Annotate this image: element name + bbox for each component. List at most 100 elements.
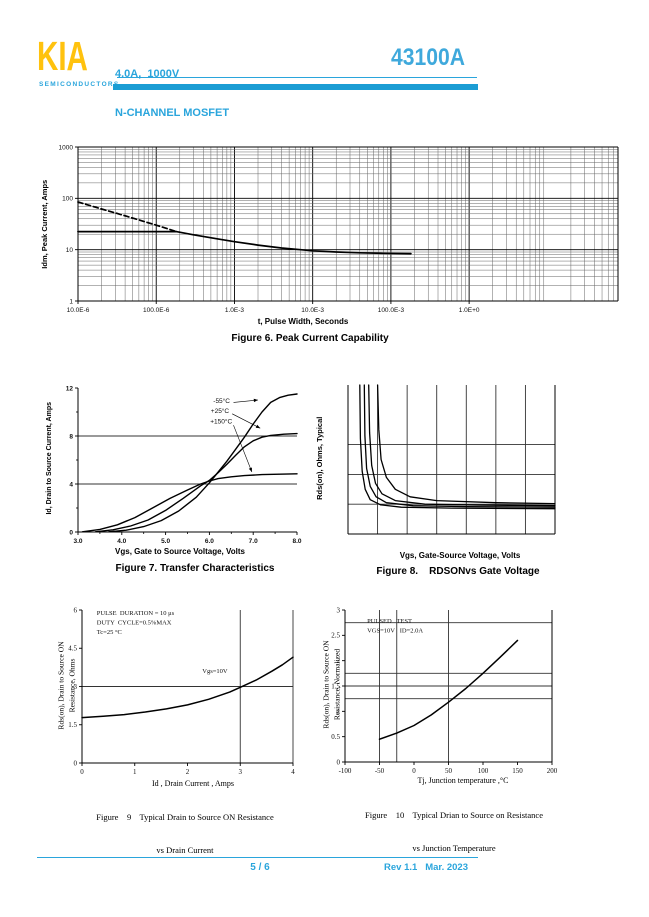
figure9-caption-line1: Figure 9 Typical Drain to Source ON Resi… <box>96 812 274 822</box>
y-tick-label: 1.5 <box>331 682 340 690</box>
y-tick-label: 1000 <box>59 144 74 151</box>
arrowhead-icon <box>248 467 252 472</box>
y-tick-label: 10 <box>66 247 74 254</box>
y-tick-label: 1 <box>69 298 73 305</box>
annotation-arrow-line <box>232 413 261 429</box>
figure10-rdson-vs-temperature-chart: -100 -50 0 50 100 150 200 0 0.5 1 1.5 2 2.5 3 PULSED T… <box>331 606 558 775</box>
figure7-y-axis-label: Id, Drain to Source Current, Amps <box>45 401 53 515</box>
x-tick-label: 10.0E-6 <box>67 307 90 314</box>
x-tick-label: 1 <box>133 768 137 776</box>
x-tick-label: 3.0 <box>73 538 82 545</box>
y-tick-label: 1 <box>337 708 341 716</box>
chart-annotation: +150°C <box>210 417 232 425</box>
y-tick-label: 8 <box>69 433 73 440</box>
part-number: 43100A <box>391 44 465 71</box>
figure8-y-axis-label: Rds(on), Ohms, Typical <box>314 416 324 500</box>
y-tick-label: 3 <box>337 606 341 614</box>
series-rdson-vs-drain-current <box>81 656 294 719</box>
chart-annotation: PULSED TEST <box>367 618 412 625</box>
part-rating-line: 4.0A, 1000V <box>115 68 180 80</box>
x-tick-label: 6.0 <box>205 538 214 545</box>
header-rule-thin <box>117 77 477 78</box>
figure8-rdson-vs-gate-voltage-chart <box>347 384 556 535</box>
arrowhead-icon <box>255 424 261 429</box>
chart-annotation: VGS=10V ID=2.0A <box>367 627 423 634</box>
series-plus-25C <box>94 432 298 533</box>
y-tick-label: 4 <box>69 481 73 488</box>
y-tick-label: 0 <box>69 529 73 536</box>
series-minus-55C <box>108 393 298 533</box>
chart-annotation: +25°C <box>211 407 230 415</box>
figure6-caption: Figure 6. Peak Current Capability <box>231 333 389 344</box>
x-tick-label: -50 <box>375 767 385 775</box>
y-tick-label: 100 <box>62 196 73 203</box>
annotation-arrow-line <box>233 425 253 473</box>
series-peak-current <box>175 230 412 255</box>
y-tick-label: 12 <box>66 385 74 392</box>
figure9-caption-line2: vs Drain Current <box>156 845 214 855</box>
x-tick-label: 100.0E-6 <box>143 307 170 314</box>
x-tick-label: 5.0 <box>161 538 170 545</box>
figure7-transfer-characteristics-chart: 3.0 4.0 5.0 6.0 7.0 8.0 0 4 8 12 -55°C +25°C +150°C <box>66 385 302 545</box>
x-tick-label: 1.0E+0 <box>459 307 480 314</box>
brand-logo: KIA <box>37 33 88 79</box>
figure10-caption-line1: Figure 10 Typical Drian to Source on Res… <box>365 810 543 820</box>
series-rdson-curve-3 <box>368 384 556 507</box>
figure6-peak-current-chart: 10.0E-6 100.0E-6 1.0E-3 10.0E-3 100.0E-3 1.0E… <box>59 144 619 314</box>
x-tick-label: 0 <box>412 767 416 775</box>
series-rdson-curve-1 <box>359 384 556 510</box>
figure6-x-axis-label: t, Pulse Width, Seconds <box>257 317 349 326</box>
y-tick-label: 2 <box>337 657 341 665</box>
footer-rule <box>37 857 478 858</box>
y-tick-label: 4.5 <box>68 645 77 653</box>
revision-date: Rev 1.1 Mar. 2023 <box>384 862 468 873</box>
x-tick-label: 150 <box>512 767 523 775</box>
y-tick-label: 0.5 <box>331 733 340 741</box>
page-number: 5 / 6 <box>250 862 270 873</box>
brand-tagline: SEMICONDUCTORS <box>39 81 120 88</box>
figure10-x-axis-label: Tj, Junction temperature ,°C <box>417 776 509 785</box>
figure8-x-axis-label: Vgs, Gate-Source Voltage, Volts <box>399 551 521 560</box>
header-rule-thick <box>113 84 478 90</box>
x-tick-label: 0 <box>80 768 84 776</box>
chart-annotation: PULSE DURATION = 10 μs <box>97 610 175 617</box>
figure9-rdson-vs-drain-current-chart: 0 1 2 3 4 0 1.5 3 4.5 6 PULSE DURATION = 10 μs DUTY… <box>68 606 295 776</box>
x-tick-label: 100.0E-3 <box>378 307 405 314</box>
x-tick-label: 4.0 <box>117 538 126 545</box>
x-tick-label: 1.0E-3 <box>225 307 245 314</box>
figure6-y-axis-label: Idm, Peak Current, Amps <box>39 179 49 269</box>
x-tick-label: 7.0 <box>249 538 258 545</box>
series-single-pulse-dashed <box>77 201 178 233</box>
figure9-y-axis-label: Rds(on), Drain to Source ON Resistance, … <box>57 606 78 766</box>
x-tick-label: 10.0E-3 <box>301 307 324 314</box>
chart-annotation: Vgs=10V <box>202 668 228 675</box>
figure8-caption: Figure 8. RDSONvs Gate Voltage <box>376 566 540 577</box>
figure10-y-axis-label-line1: Rds(on), Drain to Source ON <box>321 640 331 729</box>
x-tick-label: 4 <box>291 768 295 776</box>
x-tick-label: 8.0 <box>292 538 301 545</box>
figure9-caption: Figure 9 Typical Drain to Source ON Resi… <box>0 790 370 878</box>
series-rdson-vs-junction-temp <box>378 639 519 740</box>
series-plus-150C <box>81 473 298 533</box>
figure9-x-axis-label: Id , Drain Current , Amps <box>152 779 234 788</box>
x-tick-label: 2 <box>186 768 190 776</box>
arrowhead-icon <box>253 398 259 403</box>
y-tick-label: 3 <box>74 683 78 691</box>
x-tick-label: 100 <box>478 767 489 775</box>
series-rdson-curve-2 <box>363 384 556 508</box>
figure9-y-axis-label-line2: Resistance, Ohms <box>67 658 76 713</box>
part-type-line: N-CHANNEL MOSFET <box>115 107 230 119</box>
y-tick-label: 2.5 <box>331 632 340 640</box>
y-tick-label: 0 <box>337 758 341 766</box>
figure7-x-axis-label: Vgs, Gate to Source Voltage, Volts <box>115 547 245 556</box>
chart-annotation: DUTY CYCLE=0.5%MAX <box>97 620 172 627</box>
figure10-caption-line2: vs Junction Temperature <box>412 843 496 853</box>
y-tick-label: 0 <box>74 759 78 767</box>
chart-annotation: Tc=25 °C <box>97 629 122 636</box>
figure10-y-axis-label: Rds(on), Drain to Source ON Resistance, … <box>322 605 343 765</box>
y-tick-label: 1.5 <box>68 721 77 729</box>
y-tick-label: 6 <box>74 606 78 614</box>
figure7-caption: Figure 7. Transfer Characteristics <box>115 563 275 574</box>
x-tick-label: 50 <box>445 767 453 775</box>
